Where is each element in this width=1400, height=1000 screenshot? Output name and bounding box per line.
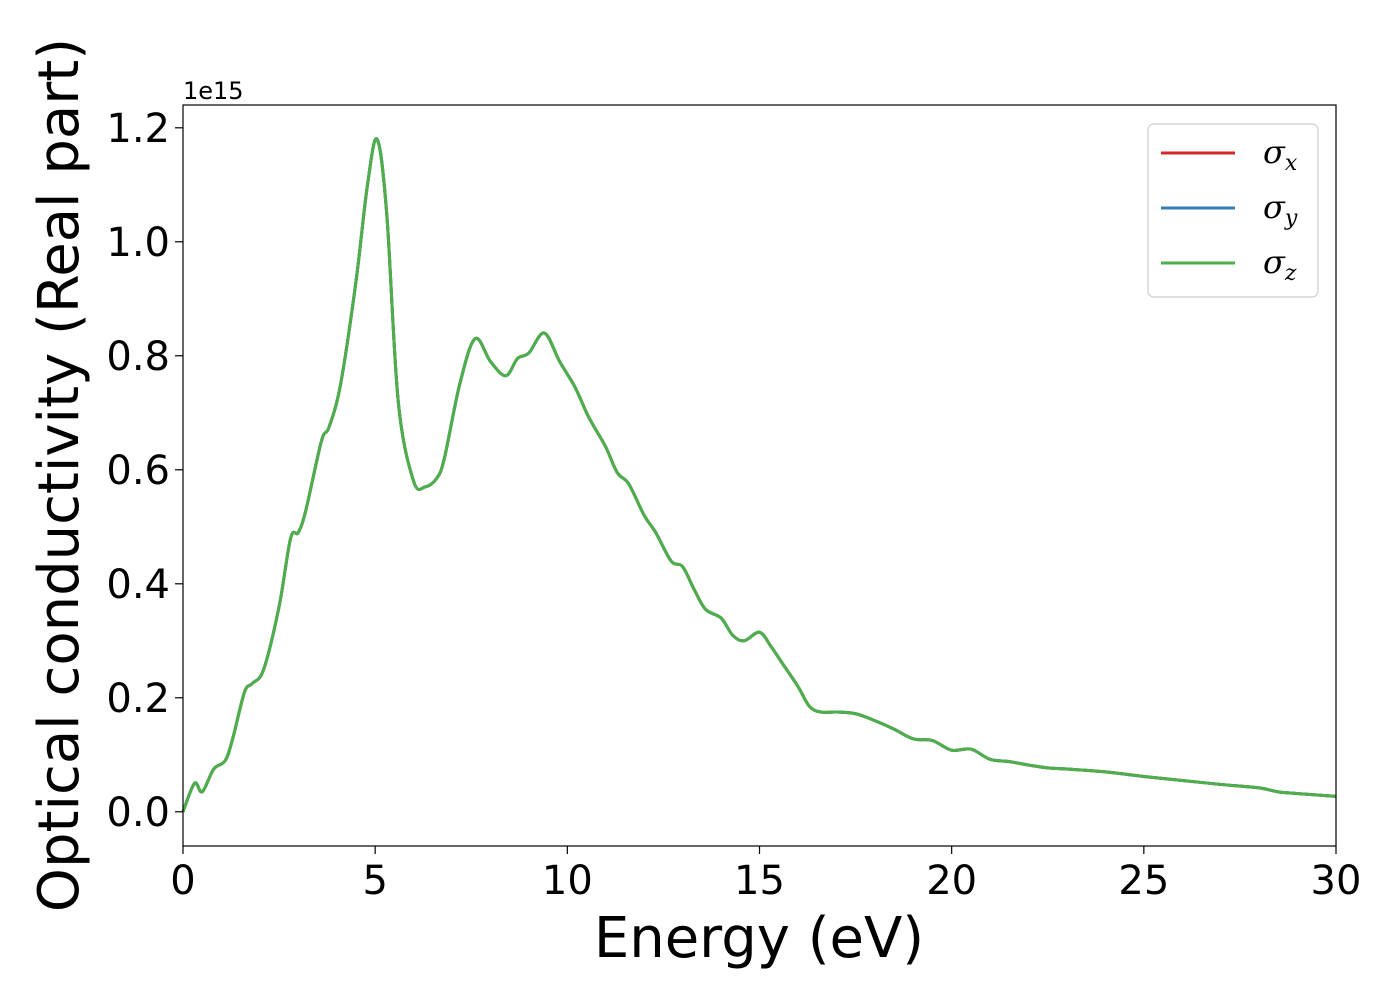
x-axis-title: Energy (eV): [594, 906, 924, 971]
y-tick-label: 0.8: [106, 334, 170, 380]
y-tick-label: 0.2: [106, 676, 170, 722]
x-tick-label: 30: [1311, 858, 1362, 904]
x-tick-label: 5: [362, 858, 387, 904]
legend-label: σz: [1263, 243, 1297, 286]
x-tick-label: 15: [734, 858, 785, 904]
y-tick-label: 0.0: [106, 790, 170, 836]
legend: σx σy σz: [1147, 123, 1319, 298]
legend-label: σx: [1263, 133, 1298, 176]
y-tick-label: 0.4: [106, 562, 170, 608]
y-axis-title: Optical conductivity (Real part): [27, 38, 92, 912]
x-tick-label: 0: [170, 858, 195, 904]
x-tick-label: 10: [542, 858, 593, 904]
legend-label: σy: [1263, 188, 1298, 231]
legend-box: [1147, 123, 1319, 298]
y-tick-label: 1.0: [106, 220, 170, 266]
x-tick-label: 25: [1118, 858, 1169, 904]
x-axis-ticks: 0 5 10 15 20 25 30: [170, 846, 1361, 904]
series-layer: [181, 137, 1337, 813]
x-tick-label: 20: [926, 858, 977, 904]
y-axis-ticks: 0.0 0.2 0.4 0.6 0.8 1.0 1.2: [106, 106, 183, 836]
y-tick-label: 1.2: [106, 106, 170, 152]
y-tick-label: 0.6: [106, 448, 170, 494]
y-offset-label: 1e15: [183, 77, 244, 105]
series-line-3: [181, 137, 1337, 813]
